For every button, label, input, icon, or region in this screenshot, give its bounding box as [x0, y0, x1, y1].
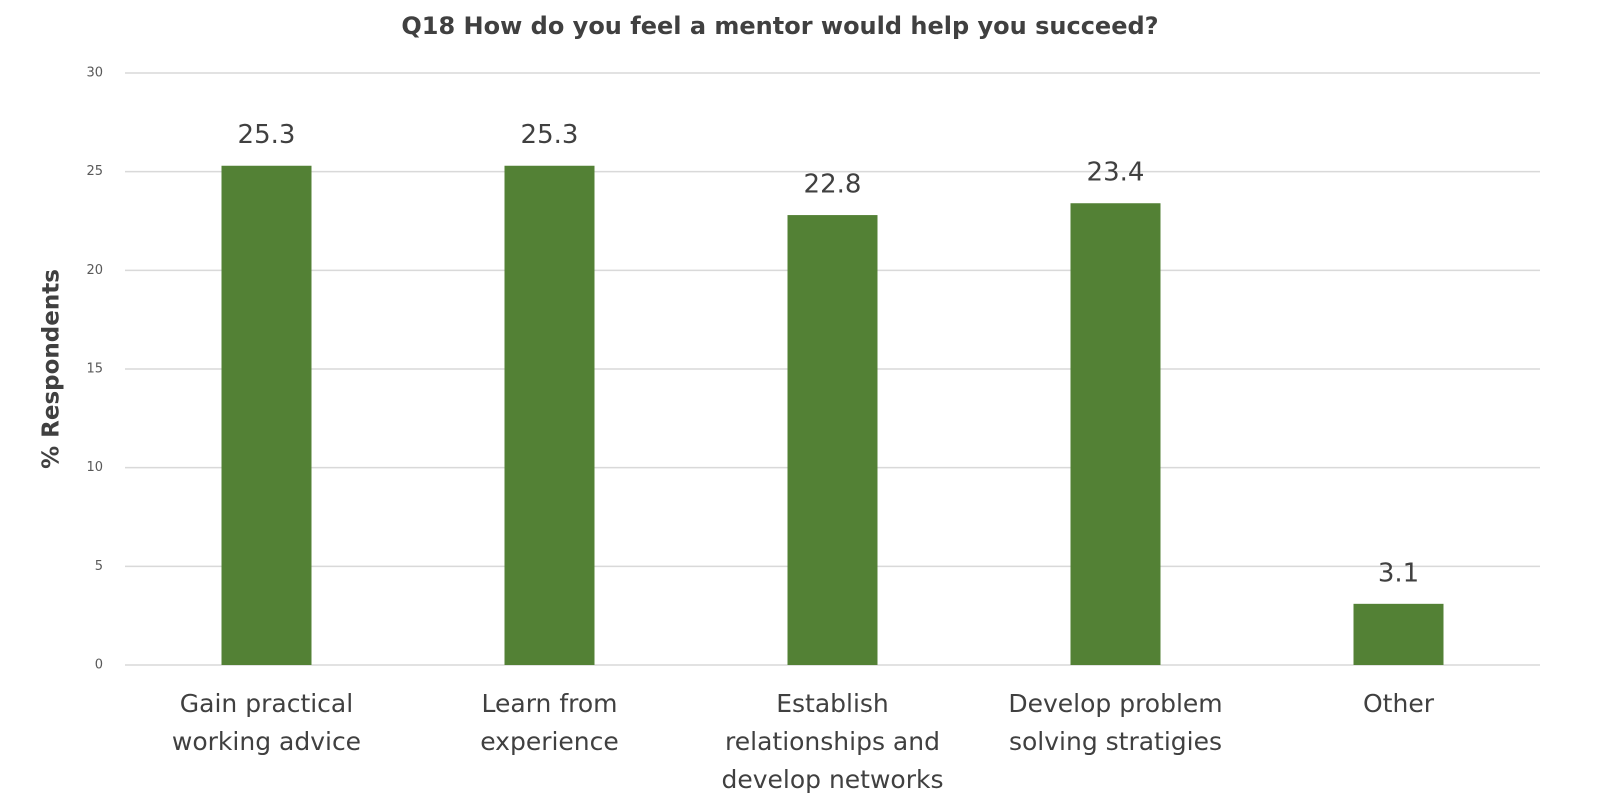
bar [1353, 603, 1444, 665]
bar [787, 215, 878, 665]
bar [504, 165, 595, 665]
y-tick-label: 15 [86, 362, 103, 377]
y-tick-label: 30 [86, 66, 103, 81]
x-tick-label: Establish relationships and develop netw… [721, 689, 944, 794]
y-tick-label: 25 [86, 164, 103, 179]
y-tick-label: 5 [95, 559, 103, 574]
data-label: 25.3 [238, 120, 296, 150]
y-tick-label: 20 [86, 263, 103, 278]
data-label: 25.3 [521, 120, 579, 150]
x-tick-label: Other [1363, 689, 1434, 718]
x-tick-label: Develop problem solving stratigies [1008, 689, 1223, 756]
data-label: 22.8 [804, 170, 862, 200]
y-tick-label: 10 [86, 460, 103, 475]
y-tick-label: 0 [95, 658, 103, 673]
bar [221, 165, 312, 665]
data-label: 3.1 [1378, 558, 1419, 588]
x-tick-label: Learn from experience [480, 689, 619, 756]
y-axis-label: % Respondents [39, 269, 65, 469]
x-tick-label: Gain practical working advice [171, 689, 362, 756]
data-label: 23.4 [1087, 158, 1145, 188]
chart-title: Q18 How do you feel a mentor would help … [401, 12, 1158, 40]
bar [1070, 203, 1161, 666]
